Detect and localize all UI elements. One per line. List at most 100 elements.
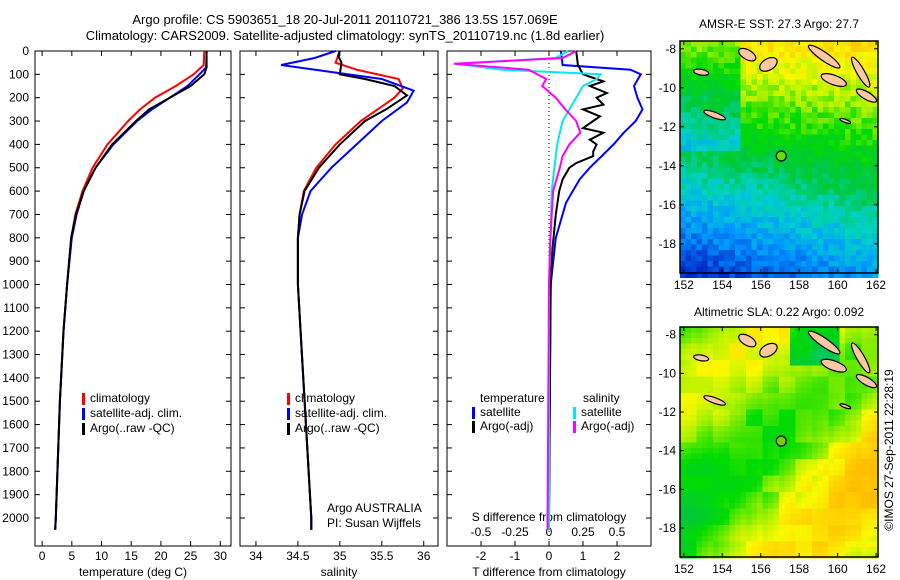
map-cell: [702, 255, 708, 262]
map-cell: [801, 365, 807, 372]
map-cell: [834, 442, 840, 449]
map-cell: [823, 222, 829, 229]
map-cell: [806, 244, 813, 251]
map-cell: [790, 261, 796, 267]
map-cell: [729, 266, 736, 273]
map-cell: [685, 74, 692, 80]
island-shape: [807, 330, 841, 355]
map-cell: [834, 68, 840, 75]
map-cell: [718, 371, 725, 377]
map-cell: [773, 525, 780, 531]
map-cell: [696, 327, 703, 333]
map-cell: [861, 85, 868, 91]
map-cell: [801, 354, 807, 361]
map-cell: [691, 486, 697, 493]
map-cell: [707, 338, 714, 344]
map-cell: [702, 195, 708, 201]
map-cell: [795, 250, 802, 256]
map-cell: [817, 261, 824, 267]
map-cell: [779, 365, 785, 372]
map-cell: [872, 492, 879, 498]
map-cell: [850, 481, 857, 487]
map-cell: [806, 365, 813, 372]
map-cell: [861, 404, 868, 410]
map-cell: [779, 57, 785, 64]
x-tick-label: 20: [154, 549, 168, 563]
map-cell: [696, 536, 703, 542]
map-cell: [696, 233, 703, 240]
map-cell: [812, 343, 818, 350]
map-cell: [817, 134, 824, 141]
map-cell: [724, 107, 730, 113]
map-cell: [713, 382, 719, 388]
map-cell: [784, 371, 791, 377]
map-cell: [707, 79, 714, 86]
map-cell: [713, 173, 719, 179]
map-cell: [757, 371, 763, 377]
map-cell: [691, 57, 697, 64]
map-cell: [724, 354, 730, 361]
map-cell: [784, 387, 791, 394]
map-cell: [713, 107, 719, 113]
map-cell: [718, 266, 725, 273]
map-cell: [773, 112, 780, 119]
map-cell: [724, 90, 730, 97]
map-cell: [751, 409, 758, 416]
map-cell: [751, 332, 758, 339]
map-cell: [839, 514, 846, 520]
map-cell: [751, 63, 758, 69]
map-cell: [740, 426, 747, 432]
map-cell: [707, 101, 714, 108]
map-cell: [801, 189, 807, 196]
map-cell: [762, 365, 769, 372]
map-cell: [718, 508, 725, 515]
map-cell: [867, 178, 873, 185]
map-cell: [828, 244, 835, 251]
map-cell: [757, 492, 763, 498]
map-cell: [867, 508, 873, 515]
x-tick-label: 0: [39, 549, 46, 563]
map-cell: [724, 63, 730, 69]
map-cell: [735, 519, 741, 526]
island-shape: [839, 403, 852, 410]
map-cell: [845, 167, 851, 174]
map-cell: [762, 123, 769, 130]
x-tick-label: 30: [214, 549, 228, 563]
map-cell: [768, 486, 774, 493]
map-cell: [696, 52, 703, 58]
map-cell: [812, 376, 818, 383]
map-cell: [850, 541, 857, 548]
map-cell: [872, 41, 879, 47]
map-cell: [735, 376, 741, 383]
map-cell: [702, 167, 708, 174]
map-cell: [839, 228, 846, 234]
map-cell: [861, 167, 868, 174]
map-cell: [817, 206, 824, 212]
map-cell: [740, 211, 747, 218]
map-cell: [680, 250, 686, 256]
map-cell: [850, 360, 857, 366]
map-cell: [724, 211, 730, 218]
map-cell: [729, 547, 736, 553]
map-cell: [806, 420, 813, 427]
map-cell: [867, 112, 873, 119]
map-cell: [729, 41, 736, 47]
map-cell: [729, 442, 736, 449]
map-cell: [828, 464, 835, 471]
island-shape: [839, 117, 852, 124]
map-cell: [757, 415, 763, 421]
map-cell: [806, 376, 813, 383]
map-cell: [713, 497, 719, 504]
map-cell: [795, 503, 802, 509]
map-cell: [724, 217, 730, 223]
map-cell: [806, 255, 813, 262]
map-cell: [702, 145, 708, 152]
map-cell: [828, 519, 835, 526]
map-cell: [784, 261, 791, 267]
map-cell: [784, 68, 791, 75]
map-cell: [795, 101, 802, 108]
map-cell: [856, 167, 862, 174]
map-cell: [867, 211, 873, 218]
map-cell: [696, 134, 703, 141]
map-cell: [812, 327, 818, 333]
